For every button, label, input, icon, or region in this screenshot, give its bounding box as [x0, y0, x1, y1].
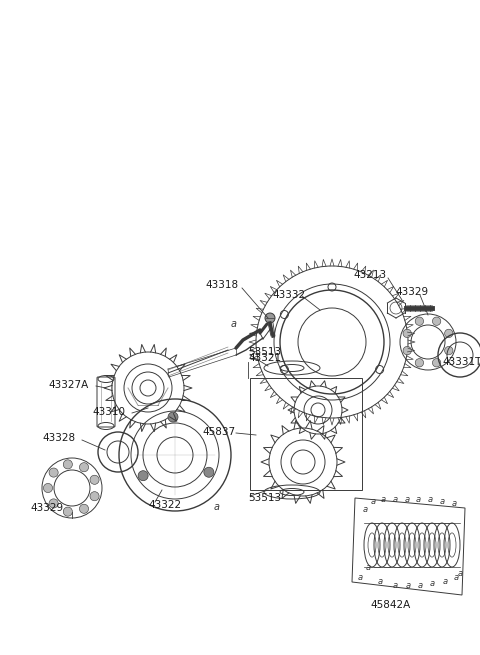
Text: 43327A: 43327A	[48, 380, 88, 390]
Text: 43213: 43213	[353, 270, 386, 280]
Circle shape	[79, 462, 88, 472]
Text: 43322: 43322	[148, 500, 181, 510]
Circle shape	[63, 507, 72, 516]
Text: 45842A: 45842A	[370, 600, 410, 610]
Text: a: a	[365, 563, 371, 572]
Text: a: a	[443, 578, 447, 586]
Text: a: a	[451, 498, 456, 508]
Text: a: a	[418, 580, 422, 590]
Text: a: a	[415, 495, 420, 504]
Text: a: a	[406, 580, 410, 590]
Text: a: a	[454, 574, 458, 582]
Text: 43331T: 43331T	[442, 357, 480, 367]
Circle shape	[415, 317, 423, 326]
Text: a: a	[439, 496, 444, 506]
Text: 43332: 43332	[272, 290, 305, 300]
Text: a: a	[427, 495, 432, 504]
Circle shape	[204, 467, 214, 477]
Circle shape	[49, 499, 58, 508]
Text: 53513: 53513	[248, 493, 281, 503]
Text: 43310: 43310	[92, 407, 125, 417]
Text: a: a	[371, 498, 375, 506]
Circle shape	[90, 476, 99, 484]
Circle shape	[138, 471, 148, 481]
Text: a: a	[393, 495, 397, 504]
Text: 43328: 43328	[42, 433, 75, 443]
Circle shape	[432, 317, 441, 326]
Bar	[250, 378, 362, 490]
Circle shape	[432, 358, 441, 367]
Circle shape	[168, 412, 178, 422]
Text: a: a	[393, 580, 397, 590]
Circle shape	[444, 346, 453, 355]
Circle shape	[444, 329, 453, 337]
Text: a: a	[231, 319, 237, 329]
Text: a: a	[405, 495, 409, 504]
Text: 45837: 45837	[202, 427, 235, 437]
Circle shape	[90, 492, 99, 501]
Circle shape	[43, 483, 53, 493]
Text: a: a	[358, 574, 362, 582]
Text: a: a	[430, 580, 434, 588]
Circle shape	[265, 313, 275, 323]
Circle shape	[415, 358, 423, 367]
Circle shape	[403, 346, 411, 355]
Text: 43318: 43318	[205, 280, 238, 290]
Text: a: a	[377, 578, 383, 586]
Circle shape	[79, 504, 88, 514]
Text: a: a	[362, 506, 368, 514]
Text: 43321: 43321	[248, 353, 281, 363]
Text: 43329: 43329	[395, 287, 428, 297]
Text: 43329: 43329	[30, 503, 63, 513]
Circle shape	[49, 468, 58, 477]
Text: a: a	[214, 502, 220, 512]
Circle shape	[63, 460, 72, 469]
Text: a: a	[381, 495, 385, 504]
Text: a: a	[457, 569, 463, 578]
Text: 53513: 53513	[248, 347, 281, 357]
Circle shape	[403, 329, 411, 337]
